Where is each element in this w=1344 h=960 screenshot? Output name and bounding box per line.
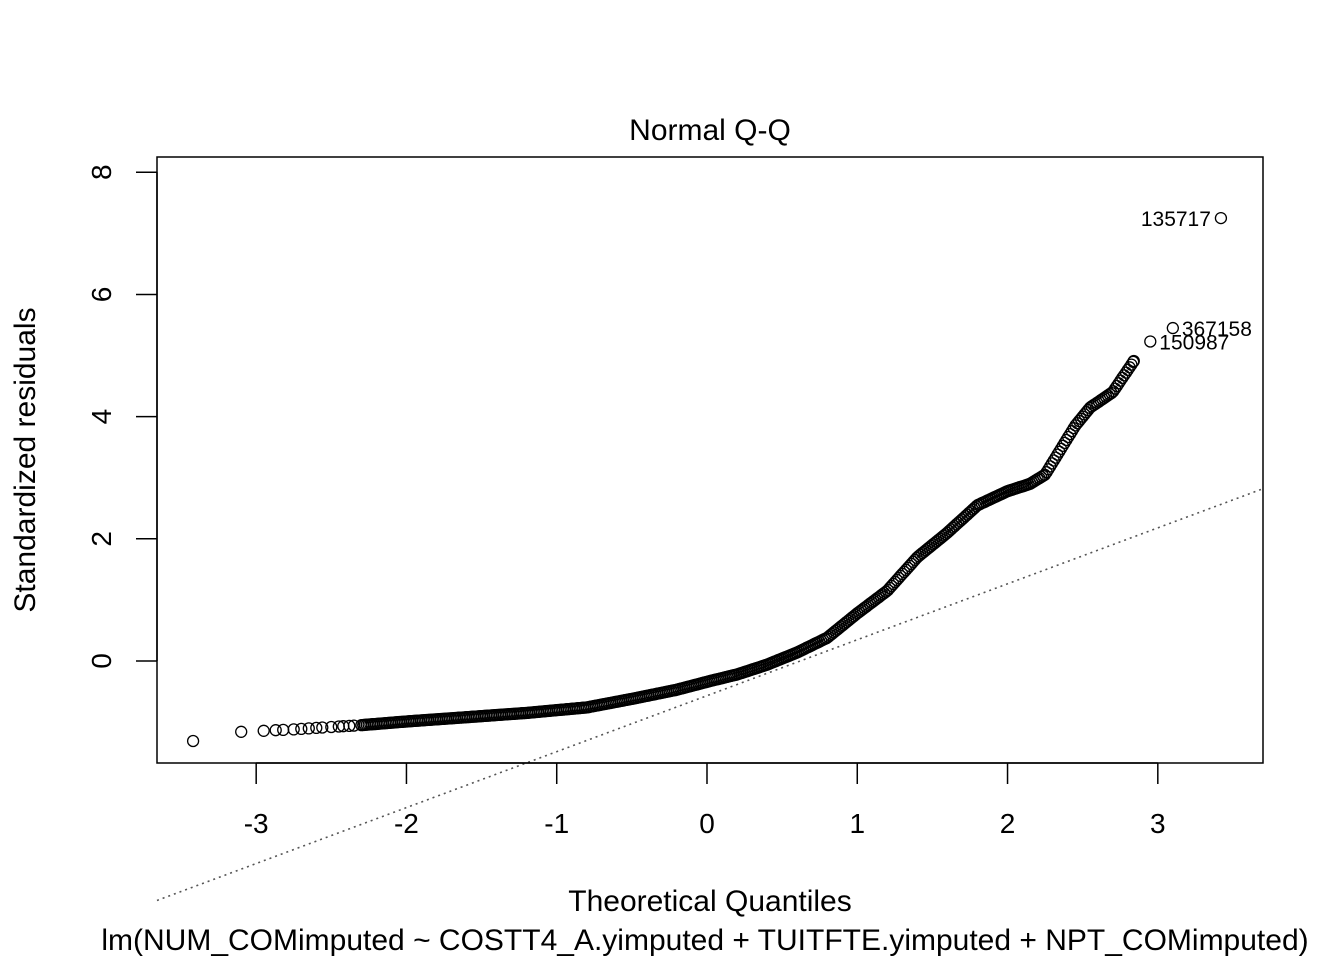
x-tick-label: -3 xyxy=(244,808,269,839)
x-tick-label: -2 xyxy=(394,808,419,839)
x-tick-label: 2 xyxy=(1000,808,1016,839)
outlier-point xyxy=(1144,335,1157,348)
data-point xyxy=(257,724,270,737)
data-point xyxy=(235,725,248,738)
data-point xyxy=(295,722,308,736)
points-layer xyxy=(186,211,1228,748)
data-point xyxy=(186,734,200,748)
data-point xyxy=(1127,354,1140,368)
data-point xyxy=(310,721,323,735)
data-point xyxy=(1060,433,1073,447)
outlier-point xyxy=(1214,211,1228,225)
data-point xyxy=(1054,442,1068,455)
model-formula-subtitle: lm(NUM_COMimputed ~ COSTT4_A.yimputed + … xyxy=(101,924,1308,957)
data-point xyxy=(269,724,282,737)
x-axis: -3 -2 -1 0 1 2 3 xyxy=(244,762,1166,839)
y-tick-label: 0 xyxy=(86,653,117,669)
data-point xyxy=(302,722,315,735)
data-point xyxy=(343,719,356,733)
x-axis-label: Theoretical Quantiles xyxy=(568,885,851,918)
y-tick-label: 6 xyxy=(86,287,117,303)
data-point xyxy=(1047,454,1060,467)
outlier-label: 135717 xyxy=(1141,208,1211,231)
data-point xyxy=(1044,460,1057,473)
y-tick-label: 2 xyxy=(86,531,117,547)
data-point xyxy=(1058,436,1071,450)
data-point xyxy=(1042,463,1055,476)
y-axis-label: Standardized residuals xyxy=(9,307,42,612)
data-point xyxy=(1063,427,1077,441)
data-point xyxy=(316,721,329,734)
chart-title: Normal Q-Q xyxy=(629,114,791,147)
plot-frame xyxy=(156,156,1264,764)
data-point xyxy=(1125,358,1138,371)
y-tick-label: 8 xyxy=(86,164,117,180)
x-tick-label: 3 xyxy=(1150,808,1166,839)
data-point xyxy=(277,723,290,737)
data-point xyxy=(325,720,338,734)
outlier-point xyxy=(1166,321,1179,335)
x-tick-label: -1 xyxy=(544,808,569,839)
data-point xyxy=(1049,451,1062,464)
y-tick-label: 4 xyxy=(86,409,117,425)
y-axis: 0 2 4 6 8 xyxy=(86,164,158,669)
outlier-label: 150987 xyxy=(1159,331,1229,354)
x-tick-label: 0 xyxy=(699,808,715,839)
outlier-label: 367158 xyxy=(1182,318,1252,341)
x-tick-label: 1 xyxy=(849,808,865,839)
data-point xyxy=(1053,445,1066,458)
